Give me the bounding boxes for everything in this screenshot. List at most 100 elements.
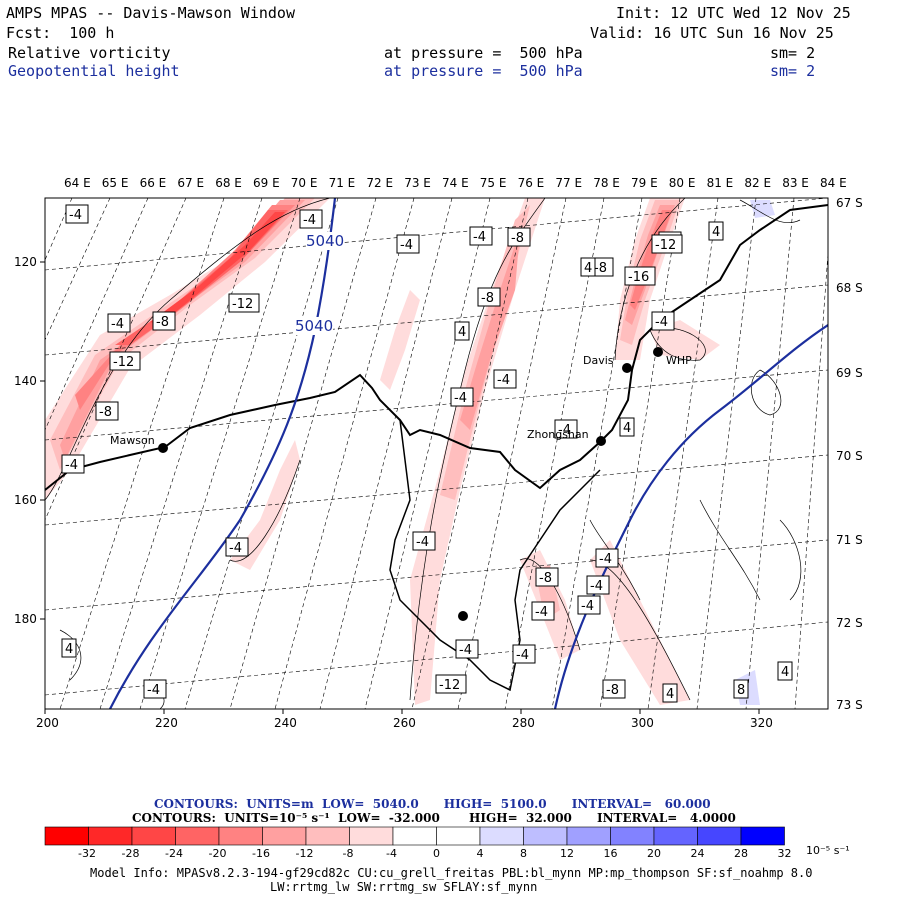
longitude-label: 75 E [479,176,507,190]
svg-text:-4: -4 [558,423,571,438]
svg-text:-4: -4 [535,605,548,620]
svg-text:-16: -16 [628,270,649,285]
svg-text:-4: -4 [459,643,472,658]
station-dot-mawson [158,443,168,453]
vorticity-label: -12 [435,674,467,694]
station-label-davis: Davis [583,354,614,367]
vorticity-label: -12 [651,234,683,254]
height-contour-east [553,324,828,709]
svg-text:-4: -4 [497,373,510,388]
svg-text:4: 4 [666,687,674,702]
station-dot-south [458,611,468,621]
field2-name: Geopotential height [8,62,180,80]
vorticity-labels: -4-4-4-8-4-12-8-4-12-8-44-8-8-444-12-16-… [61,204,793,703]
vorticity-label: -4 [531,601,555,621]
vorticity-label: -8 [95,401,119,421]
latitude-label: 73 S [836,698,863,712]
vorticity-label: -4 [554,419,578,439]
vorticity-label: -4 [450,387,474,407]
svg-text:-8: -8 [606,683,619,698]
longitude-label: 80 E [668,176,696,190]
field1-smoothing: sm= 2 [770,44,816,62]
longitude-label: 71 E [328,176,356,190]
svg-text:8: 8 [737,683,745,698]
colorbar-swatch [218,826,263,846]
vorticity-label: -4 [225,537,249,557]
vorticity-label: -8 [590,257,614,277]
colorbar-swatch [523,826,568,846]
colorbar-swatch [262,826,307,846]
vorticity-label: -8 [152,311,176,331]
vorticity-label: -8 [535,567,559,587]
latitude-label: 67 S [836,196,863,210]
svg-text:4: 4 [712,225,720,240]
longitude-label: 76 E [517,176,545,190]
vorticity-label: -4 [651,311,675,331]
svg-text:-4: -4 [111,317,124,332]
station-label-whp: WHP [666,354,692,367]
latitude-label: 72 S [836,616,863,630]
vorticity-label: 4 [580,257,596,277]
svg-text:-8: -8 [511,231,524,246]
svg-text:-4: -4 [69,208,82,223]
colorbar-swatch [88,826,133,846]
longitude-label: 70 E [290,176,318,190]
colorbar-tick: 8 [520,847,527,860]
colorbar-tick: 32 [777,847,792,860]
colorbar-tick: 16 [603,847,618,860]
svg-text:-4: -4 [400,238,413,253]
longitude-label: 78 E [593,176,620,190]
svg-text:-4: -4 [416,535,429,550]
colorbar-tick: -8 [342,847,354,860]
valid-time: Valid: 16 UTC Sun 16 Nov 25 [590,24,834,42]
svg-text:-12: -12 [113,355,134,370]
station-dot-davis [622,363,632,373]
y-tick-label: 180 [14,612,37,626]
coastline-south [389,419,601,692]
height-contour-west [109,198,337,709]
map-background [45,198,828,709]
svg-text:4: 4 [65,642,73,657]
colorbar-tick: 0 [433,847,440,860]
longitude-label: 65 E [101,176,129,190]
field1-level: at pressure = 500 hPa [384,44,583,62]
station-dot-zhongshan [596,436,606,446]
forecast-hour: Fcst: 100 h [6,24,115,42]
colorbar-swatch [479,826,524,846]
height-label-2: 5040 [295,317,334,335]
model-info-line2: LW:rrtmg_lw SW:rrtmg_sw SFLAY:sf_mynn [270,880,538,894]
vorticity-label: -4 [455,639,479,659]
vorticity-label: -4 [107,313,131,333]
x-tick-label: 220 [155,716,178,730]
colorbar-swatch [697,826,742,846]
colorbar-unit: 10⁻⁵ s⁻¹ [806,844,850,857]
latitude-label: 70 S [836,449,863,463]
x-tick-label: 320 [750,716,773,730]
colorbar-swatch [392,826,437,846]
svg-text:-4: -4 [229,541,242,556]
vorticity-label: -12 [228,293,260,313]
colorbar-tick: -12 [295,847,314,860]
vorticity-label: -4 [61,454,85,474]
longitude-label: 77 E [555,176,583,190]
colorbar-swatch [131,826,176,846]
vorticity-label: -4 [493,369,517,389]
vorticity-label: 4 [777,661,793,681]
vorticity-label: -16 [624,266,656,286]
svg-text:-8: -8 [156,315,169,330]
field2-level: at pressure = 500 hPa [384,62,583,80]
station-label-mawson: Mawson [110,434,155,447]
colorbar-tick: 20 [647,847,661,860]
colorbar-swatch [349,826,394,846]
vorticity-label: 4 [61,638,77,658]
x-tick-label: 260 [393,716,416,730]
station-dot-whp [653,347,663,357]
vorticity-label: -4 [412,531,436,551]
colorbar-tick: 12 [560,847,574,860]
colorbar-tick: -20 [208,847,227,860]
vorticity-contour-info: CONTOURS: UNITS=10⁻⁵ s⁻¹ LOW= -32.000 HI… [132,811,736,825]
x-tick-label: 240 [274,716,297,730]
longitude-label: 73 E [404,176,431,190]
